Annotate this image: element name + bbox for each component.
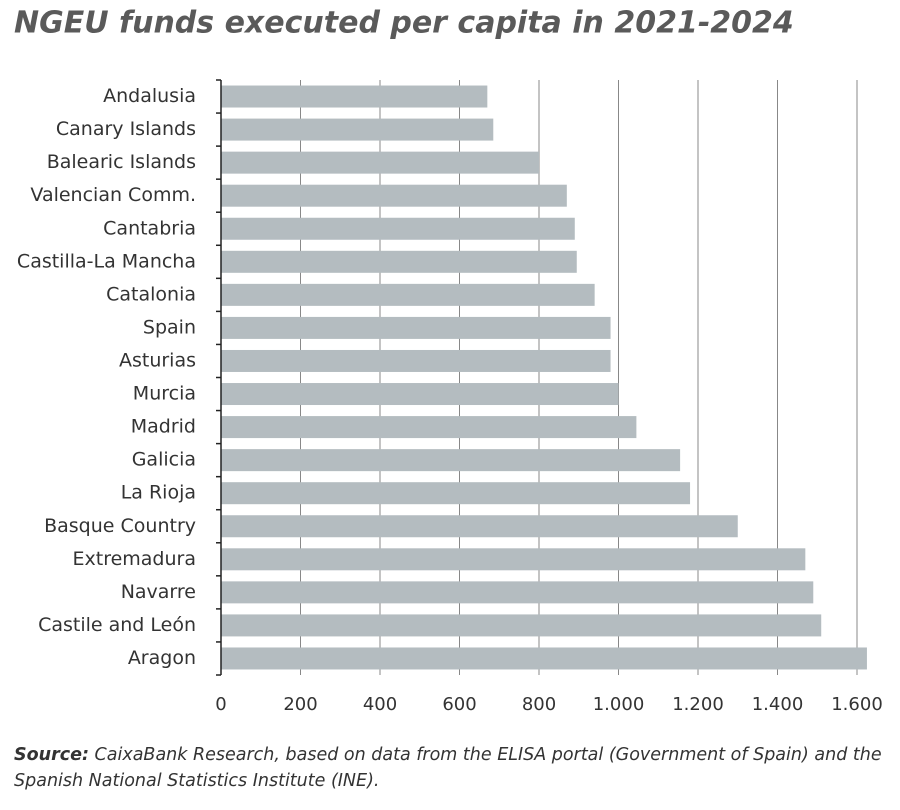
bar	[221, 449, 681, 472]
bar	[221, 349, 611, 372]
y-tick-label: Spain	[143, 316, 196, 338]
bar	[221, 416, 637, 439]
x-tick-label: 1.600	[831, 694, 883, 715]
bar	[221, 647, 867, 670]
y-tick-label: Catalonia	[106, 283, 196, 305]
x-tick-label: 1.000	[593, 694, 645, 715]
y-tick-label: Castilla-La Mancha	[17, 250, 196, 272]
bar	[221, 151, 539, 174]
chart-title: NGEU funds executed per capita in 2021-2…	[14, 6, 794, 41]
y-tick-label: Aragon	[128, 647, 196, 669]
bar	[221, 515, 738, 538]
bar	[221, 614, 822, 637]
bar	[221, 482, 691, 505]
y-tick-label: Galicia	[132, 449, 196, 471]
x-tick-label: 600	[442, 694, 476, 715]
bar	[221, 250, 577, 273]
y-tick-label: Balearic Islands	[47, 151, 196, 173]
y-tick-label: Cantabria	[103, 217, 196, 239]
bar	[221, 383, 619, 406]
bar	[221, 581, 814, 604]
y-tick-label: Basque Country	[44, 515, 196, 537]
y-tick-label: Madrid	[131, 416, 196, 438]
source-label: Source:	[14, 745, 89, 765]
bar	[221, 283, 595, 306]
y-tick-label: Extremadura	[73, 548, 197, 570]
x-tick-label: 1.400	[752, 694, 804, 715]
source-text: CaixaBank Research, based on data from t…	[14, 745, 882, 792]
bar	[221, 316, 611, 339]
x-tick-label: 400	[363, 694, 397, 715]
x-tick-label: 1.200	[672, 694, 724, 715]
bar	[221, 118, 494, 141]
bar	[221, 217, 575, 240]
y-tick-label: Navarre	[121, 581, 196, 603]
bar	[221, 548, 806, 571]
y-tick-label: Asturias	[119, 349, 196, 371]
chart: NGEU funds executed per capita in 2021-2…	[14, 6, 883, 716]
y-tick-label: Castile and León	[38, 614, 196, 636]
y-tick-label: Valencian Comm.	[30, 184, 196, 206]
x-tick-label: 800	[522, 694, 556, 715]
x-tick-label: 200	[283, 694, 317, 715]
source-note: Source: CaixaBank Research, based on dat…	[14, 742, 894, 795]
bar	[221, 184, 567, 207]
bar	[221, 85, 488, 108]
x-tick-label: 0	[215, 694, 226, 715]
y-tick-label: Andalusia	[103, 85, 196, 107]
y-tick-label: Murcia	[133, 383, 196, 405]
y-tick-label: Canary Islands	[56, 118, 196, 140]
y-tick-label: La Rioja	[121, 482, 196, 504]
